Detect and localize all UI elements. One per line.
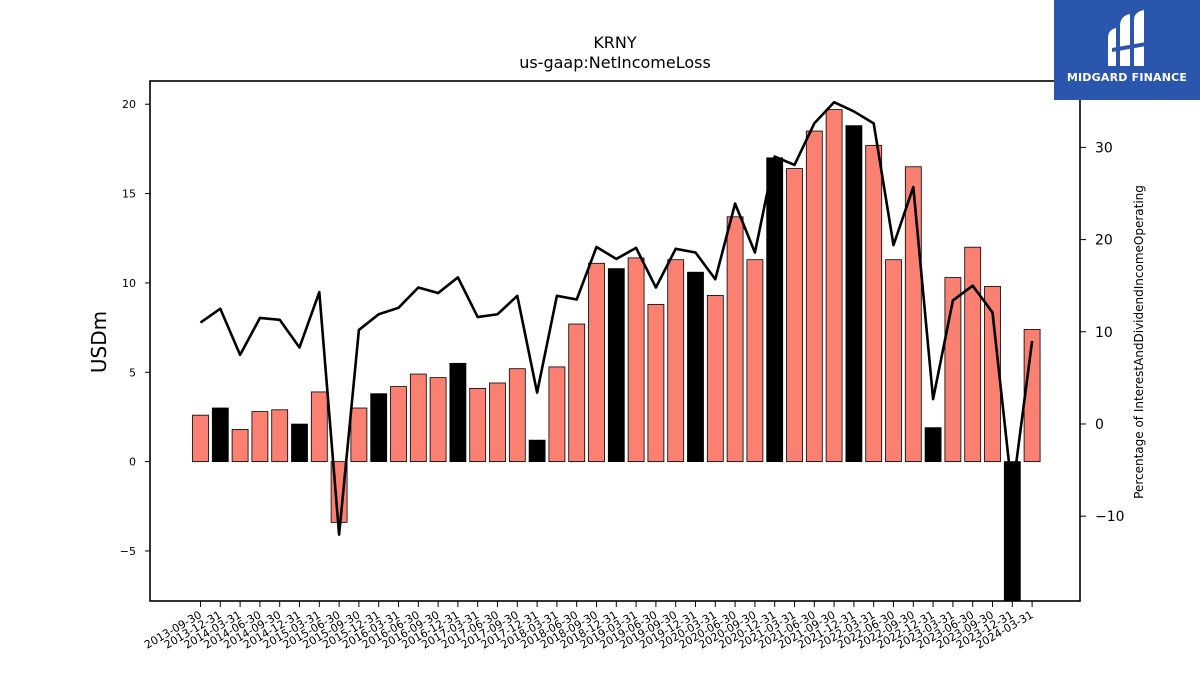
bar: [548, 366, 566, 463]
bar: [647, 303, 665, 463]
bar: [904, 166, 922, 463]
bar: [310, 391, 328, 463]
bar: [271, 409, 289, 463]
logo-text: MIDGARD FINANCE: [1066, 71, 1188, 84]
y-tick-label: −5: [120, 545, 136, 558]
bar: [390, 386, 407, 463]
bar: [726, 216, 744, 463]
bar: [251, 411, 269, 463]
bar: [489, 382, 506, 463]
bar: [805, 130, 823, 463]
bar: [865, 144, 883, 463]
y2-axis-label: Percentage of InterestAndDividendIncomeO…: [1132, 185, 1146, 499]
bar: [469, 387, 487, 463]
bar: [845, 125, 863, 463]
midgard-logo-icon: [1108, 10, 1146, 66]
y2-tick-label: 0: [1095, 417, 1104, 433]
y2-tick-label: −10: [1095, 509, 1125, 525]
y-tick-label: 15: [122, 188, 136, 201]
bar: [924, 427, 942, 463]
bar: [449, 362, 467, 463]
y2-tick-label: 20: [1095, 233, 1113, 249]
plot-area: −505101520−1001020302013-09-302013-12-31…: [120, 80, 1125, 652]
bar: [192, 414, 209, 463]
bar: [370, 393, 388, 463]
bar: [528, 439, 546, 463]
bar: [706, 295, 724, 463]
y-tick-label: 10: [122, 277, 136, 290]
bar: [429, 377, 447, 463]
bar: [291, 423, 308, 463]
y-tick-label: 5: [129, 366, 136, 379]
bar: [211, 407, 229, 463]
bar: [588, 262, 605, 463]
bar: [607, 268, 625, 463]
bar: [687, 271, 704, 463]
chart-title: KRNY: [593, 33, 637, 52]
midgard-finance-logo: MIDGARD FINANCE: [1054, 0, 1200, 100]
bar: [350, 407, 368, 463]
bar: [885, 259, 902, 463]
y-tick-label: 20: [122, 98, 136, 111]
y2-tick-label: 10: [1095, 325, 1113, 341]
plot-frame: [149, 80, 1081, 602]
bar: [231, 429, 249, 463]
y-axis-label: USDm: [87, 311, 111, 373]
bar: [766, 157, 784, 463]
bar: [964, 246, 982, 463]
bar: [746, 259, 764, 463]
chart-subtitle: us-gaap:NetIncomeLoss: [519, 53, 711, 72]
bar: [667, 259, 685, 463]
y2-tick-label: 30: [1095, 140, 1113, 156]
bar: [508, 368, 526, 463]
series-line: [199, 100, 1034, 536]
bar: [409, 373, 427, 463]
bar: [568, 323, 586, 463]
bar: [825, 109, 843, 463]
bar: [627, 257, 645, 463]
y-tick-label: 0: [129, 456, 136, 469]
bar: [786, 168, 803, 463]
